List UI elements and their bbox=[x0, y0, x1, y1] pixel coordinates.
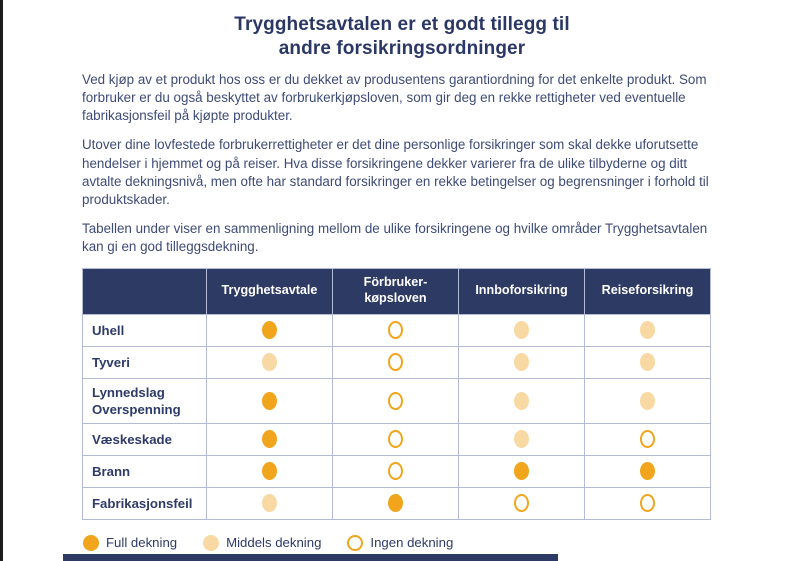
row-label: Lynnedslag Overspenning bbox=[82, 377, 207, 424]
row-label: Væskeskade bbox=[82, 422, 207, 456]
coverage-dot-medium-icon bbox=[640, 320, 655, 339]
coverage-dot-full-icon bbox=[640, 462, 655, 481]
coverage-dot-medium-icon bbox=[262, 352, 277, 371]
coverage-dot-medium-icon bbox=[514, 391, 529, 410]
intro-paragraph-3: Tabellen under viser en sammenligning me… bbox=[82, 221, 708, 255]
coverage-dot-none-icon bbox=[388, 320, 403, 339]
legend-label: Ingen dekning bbox=[370, 535, 454, 551]
intro-paragraph-1: Ved kjøp av et produkt hos oss er du dek… bbox=[82, 71, 707, 124]
table-row: Uhell bbox=[82, 313, 711, 347]
coverage-cell bbox=[584, 313, 711, 347]
coverage-dot-medium-icon bbox=[262, 494, 277, 513]
coverage-cell bbox=[458, 454, 585, 488]
coverage-cell bbox=[332, 313, 459, 347]
coverage-cell bbox=[584, 422, 711, 456]
legend: Full dekning Middels dekning Ingen dekning bbox=[82, 534, 722, 551]
coverage-cell bbox=[332, 454, 459, 488]
coverage-cell bbox=[584, 377, 711, 424]
coverage-dot-medium-icon bbox=[640, 352, 655, 371]
coverage-cell bbox=[206, 345, 333, 379]
coverage-dot-full-icon bbox=[262, 462, 277, 481]
coverage-cell bbox=[458, 313, 585, 347]
page-left-border bbox=[0, 0, 3, 561]
coverage-cell bbox=[584, 345, 711, 379]
coverage-cell bbox=[206, 377, 333, 424]
coverage-dot-none-icon bbox=[640, 430, 655, 449]
row-label: Fabrikasjonsfeil bbox=[82, 486, 207, 520]
table-corner-cell bbox=[82, 267, 207, 315]
coverage-dot-full-icon bbox=[262, 320, 277, 339]
column-header-1: Trygghetsavtale bbox=[206, 267, 333, 315]
legend-item-none: Ingen dekning bbox=[347, 534, 454, 551]
coverage-cell bbox=[206, 486, 333, 520]
table-row: Tyveri bbox=[82, 345, 711, 379]
coverage-dot-medium-icon bbox=[514, 430, 529, 449]
coverage-dot-medium-icon bbox=[514, 320, 529, 339]
column-header-2: Förbruker- køpsloven bbox=[332, 267, 459, 315]
coverage-comparison-table: Trygghetsavtale Förbruker- køpsloven Innbo… bbox=[82, 267, 711, 520]
column-header-4: Reiseforsikring bbox=[584, 267, 711, 315]
coverage-dot-full-icon bbox=[388, 494, 403, 513]
table-row: Væskeskade bbox=[82, 422, 711, 456]
table-row: Fabrikasjonsfeil bbox=[82, 486, 711, 520]
page-title: Trygghetsavtalen er et godt tillegg til a… bbox=[82, 13, 722, 62]
coverage-cell bbox=[332, 422, 459, 456]
legend-dot-medium-icon bbox=[203, 534, 220, 551]
coverage-cell bbox=[206, 422, 333, 456]
legend-item-medium: Middels dekning bbox=[203, 534, 322, 551]
coverage-dot-none-icon bbox=[388, 391, 403, 410]
legend-label: Full dekning bbox=[106, 535, 178, 551]
coverage-cell bbox=[206, 454, 333, 488]
coverage-cell bbox=[458, 422, 585, 456]
coverage-cell bbox=[584, 486, 711, 520]
table-row: Lynnedslag Overspenning bbox=[82, 377, 711, 424]
coverage-cell bbox=[458, 345, 585, 379]
table-header-row: Trygghetsavtale Förbruker- køpsloven Innbo… bbox=[82, 267, 711, 315]
coverage-dot-none-icon bbox=[388, 430, 403, 449]
coverage-dot-full-icon bbox=[262, 391, 277, 410]
coverage-cell bbox=[458, 377, 585, 424]
legend-dot-none-icon bbox=[347, 534, 364, 551]
row-label: Uhell bbox=[82, 313, 207, 347]
coverage-cell bbox=[332, 345, 459, 379]
page-title-line2: andre forsikringsordninger bbox=[278, 38, 526, 60]
bottom-navy-bar bbox=[63, 554, 558, 561]
page-title-line1: Trygghetsavtalen er et godt tillegg til bbox=[234, 14, 570, 35]
intro-paragraph-2: Utover dine lovfestede forbrukerrettighe… bbox=[82, 137, 709, 207]
row-label: Tyveri bbox=[82, 345, 207, 379]
coverage-dot-medium-icon bbox=[640, 391, 655, 410]
document-page: Trygghetsavtalen er et godt tillegg til a… bbox=[82, 0, 722, 551]
coverage-dot-full-icon bbox=[262, 430, 277, 449]
coverage-cell bbox=[458, 486, 585, 520]
coverage-dot-none-icon bbox=[388, 462, 403, 481]
coverage-cell bbox=[332, 486, 459, 520]
legend-label: Middels dekning bbox=[226, 535, 322, 551]
coverage-dot-medium-icon bbox=[514, 352, 529, 371]
coverage-dot-none-icon bbox=[388, 352, 403, 371]
coverage-dot-none-icon bbox=[514, 494, 529, 513]
legend-dot-full-icon bbox=[83, 534, 99, 551]
table-row: Brann bbox=[82, 454, 711, 488]
coverage-dot-none-icon bbox=[640, 494, 655, 513]
coverage-cell bbox=[584, 454, 711, 488]
coverage-dot-full-icon bbox=[514, 462, 529, 481]
legend-item-full: Full dekning bbox=[83, 534, 178, 551]
column-header-3: Innboforsikring bbox=[458, 267, 585, 315]
coverage-cell bbox=[206, 313, 333, 347]
row-label: Brann bbox=[82, 454, 207, 488]
coverage-cell bbox=[332, 377, 459, 424]
